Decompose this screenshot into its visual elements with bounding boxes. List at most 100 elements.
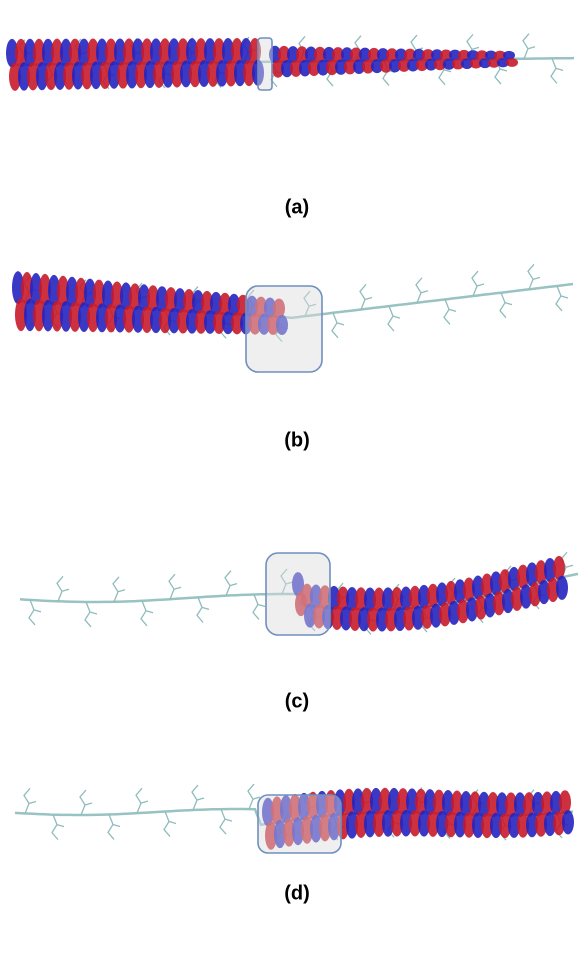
orbital-lobe	[207, 60, 219, 87]
orbital-lobe	[376, 607, 388, 632]
orbital-lobe	[532, 791, 544, 817]
orbital-lobe	[391, 587, 403, 612]
orbital-lobe	[346, 811, 358, 839]
orbital-lobe	[234, 59, 246, 87]
orbital-lobe	[120, 282, 132, 311]
side-chain	[28, 599, 42, 626]
orbital-lobe	[308, 59, 320, 77]
orbital-lobe	[364, 587, 376, 612]
orbital-lobe	[541, 791, 553, 816]
orbital-lobe	[272, 60, 284, 78]
orbital-lobe	[75, 277, 87, 308]
orbital-lobe	[535, 560, 547, 585]
orbital-lobe	[126, 60, 138, 89]
orbital-lobe	[553, 555, 565, 581]
orbital-lobe	[559, 790, 571, 815]
side-chain	[56, 575, 70, 602]
orbital-lobe	[305, 46, 317, 63]
orbital-lobe	[84, 278, 96, 309]
orbital-lobe	[439, 602, 451, 627]
orbital-lobe	[198, 60, 210, 88]
orbital-lobe	[216, 59, 228, 87]
orbital-lobe	[186, 309, 198, 334]
orbital-lobe	[21, 272, 33, 305]
orbital-lobe	[310, 584, 322, 609]
orbital-lobe	[436, 582, 448, 607]
orbital-lobe	[96, 38, 108, 67]
orbital-lobe	[319, 585, 331, 610]
orbital-lobe	[87, 302, 99, 333]
orbital-lobe	[24, 298, 36, 332]
orbital-lobe	[174, 288, 186, 314]
orbital-lobe	[425, 58, 437, 71]
orbital-lobe	[422, 49, 434, 61]
orbital-lobe	[105, 303, 117, 333]
orbital-lobe	[210, 291, 222, 316]
orbital-lobe	[550, 790, 562, 816]
orbital-lobe	[231, 312, 243, 335]
orbital-lobe	[337, 811, 349, 840]
orbital-lobe	[505, 792, 517, 818]
side-chain	[550, 58, 564, 84]
orbital-lobe	[493, 591, 505, 616]
orbital-lobe	[433, 789, 445, 816]
highlight-box	[245, 285, 323, 373]
orbital-lobe	[476, 50, 488, 61]
orbital-lobe	[443, 58, 455, 70]
orbital-lobe	[526, 812, 538, 838]
orbital-lobe	[544, 811, 556, 837]
orbital-lobe	[225, 59, 237, 87]
orbital-lobe	[385, 607, 397, 632]
orbital-lobe	[165, 287, 177, 313]
orbital-lobe	[319, 813, 331, 842]
orbital-lobe	[547, 577, 559, 602]
orbital-lobe	[379, 787, 391, 815]
orbital-lobe	[141, 306, 153, 333]
orbital-lobe	[461, 58, 473, 69]
orbital-lobe	[361, 788, 373, 816]
orbital-lobe	[138, 284, 150, 312]
orbital-lobe	[373, 587, 385, 612]
orbital-lobe	[449, 49, 461, 61]
orbital-lobe	[499, 569, 511, 594]
orbital-lobe	[427, 583, 439, 608]
orbital-lobe	[520, 584, 532, 609]
orbital-lobe	[362, 59, 374, 74]
orbital-lobe	[63, 61, 75, 90]
orbital-lobe	[382, 587, 394, 612]
side-chain	[79, 789, 93, 816]
orbital-lobe	[409, 810, 421, 837]
side-chain	[163, 811, 177, 837]
orbital-lobe	[412, 605, 424, 630]
orbital-lobe	[24, 38, 36, 68]
orbital-lobe	[108, 61, 120, 89]
orbital-lobe	[222, 38, 234, 65]
orbital-lobe	[445, 580, 457, 606]
orbital-lobe	[346, 586, 358, 612]
orbital-lobe	[503, 50, 515, 60]
orbital-lobe	[87, 38, 99, 67]
orbital-lobe	[66, 276, 78, 308]
orbital-lobe	[430, 603, 442, 628]
side-chain	[252, 594, 266, 620]
orbital-lobe	[418, 810, 430, 837]
orbital-lobe	[460, 790, 472, 817]
side-chain	[471, 270, 485, 297]
orbital-lobe	[276, 314, 288, 336]
orbital-lobe	[451, 790, 463, 817]
orbital-lobe	[123, 305, 135, 333]
orbital-lobe	[445, 811, 457, 838]
orbital-lobe	[359, 47, 371, 62]
orbital-lobe	[222, 311, 234, 335]
orbital-lobe	[213, 310, 225, 335]
panel-label: (a)	[285, 196, 309, 218]
orbital-lobe	[33, 38, 45, 68]
panel-label: (c)	[285, 690, 309, 712]
orbital-lobe	[93, 279, 105, 309]
orbital-lobe	[168, 307, 180, 334]
orbital-lobe	[78, 302, 90, 333]
orbital-lobe	[246, 295, 258, 318]
orbital-lobe	[189, 60, 201, 88]
orbital-lobe	[382, 809, 394, 837]
